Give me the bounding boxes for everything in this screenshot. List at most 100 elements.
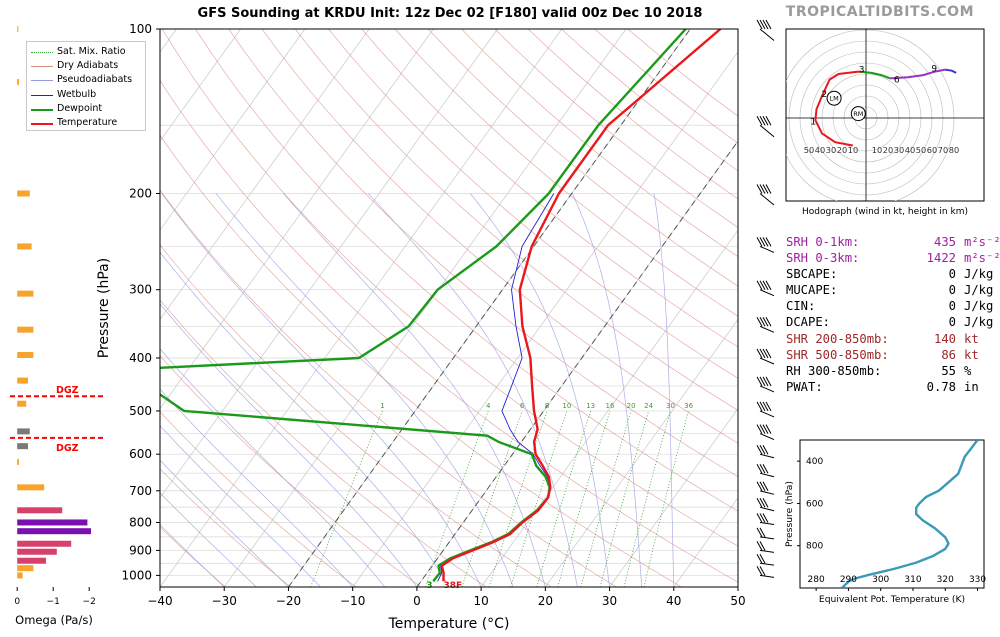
mixing-ratio-line [510,410,568,587]
barb-flag [756,19,763,30]
omega-bar [17,458,19,465]
barb-flag [765,280,772,290]
hodograph-panel: 50 40 30 20 10 10 20 30 40 50 60 70 8012369LMRMHodog… [785,28,985,217]
hodograph-caption: Hodograph (wind in kt, height in km) [802,207,968,217]
isotherm-gridline [160,29,563,587]
y-tick-label: 800 [129,515,152,529]
parameter-unit: % [964,363,972,378]
dry-adiabat [428,29,738,287]
barb-flag [762,280,769,290]
barb-flag [762,376,769,387]
barb-flag [765,115,772,126]
isotherm-gridline [352,51,738,587]
hodograph-height-label: 2 [821,90,827,100]
barb-staff [759,522,775,525]
parameter-label: CIN: [786,299,816,314]
omega-bar [17,557,46,564]
omega-bar [17,326,34,333]
mixing-ratio-label: 4 [486,402,491,410]
pseudoadiabat [160,524,225,587]
pseudoadiabat [571,193,643,587]
y-tick-label: 1000 [121,568,152,582]
barb-flag [759,401,766,412]
omega-bar [17,78,19,85]
isotherm-gridline [609,408,738,587]
hodograph-tick-label: 20 [837,145,847,155]
mixing-ratio-label: 24 [644,402,653,410]
barb-flag [765,376,772,387]
mixing-ratio-line [424,410,489,587]
legend-swatch [31,80,53,82]
barb-flag [759,424,766,434]
legend-swatch [31,66,53,68]
sounding-parameters: SRH 0-1km: 435 m²s⁻² SRH 0-3km: 1422 m²s⁻² SBC… [786,234,1000,395]
wind-barb [756,184,775,206]
mixing-ratio-label: 36 [684,402,693,410]
hodograph-tick-label: 50 [804,145,814,155]
pseudoadiabat [215,193,514,587]
mixing-ratio-line [488,410,548,587]
hodograph-height-label: 1 [810,117,816,127]
theta-e-y-label: Pressure (hPa) [784,481,795,547]
y-tick-label: 200 [129,186,152,200]
isotherm-gridline [545,318,738,587]
isotherm-gridline [160,29,370,321]
barb-flag [762,444,769,455]
barb-staff [759,289,775,297]
isotherm-gridline [160,29,498,499]
wind-barb [756,280,775,297]
theta-e-y-tick-label: 600 [806,499,823,509]
barb-flag [762,237,769,247]
dry-adiabat [160,244,552,587]
barb-staff [759,385,775,393]
parameter-unit: J/kg [964,315,994,330]
parameter-row: SHR 500-850mb: 86 kt [786,347,1000,363]
wind-barb [756,237,775,253]
barb-flag [756,553,763,564]
theta-e-x-tick-label: 280 [808,575,825,585]
legend-swatch [31,52,53,53]
barb-flag [759,115,766,126]
dry-adiabat [160,79,738,583]
pseudoadiabat [283,193,546,587]
hodograph-height-label: 6 [894,76,900,86]
parameter-label: SHR 200-850mb: [786,331,889,346]
theta-e-y-tick-label: 800 [806,542,823,552]
parameter-row: CIN: 0 J/kg [786,298,1000,314]
x-tick-label: −10 [340,594,365,608]
theta-e-frame [799,439,985,589]
parameter-row: MUCAPE: 0 J/kg [786,282,1000,298]
wind-barb [756,376,775,393]
hodograph-tick-label: 10 [848,145,858,155]
barb-flag [765,184,772,194]
barb-flag [759,184,766,194]
mixing-ratio-line [461,410,523,587]
x-tick-label: −30 [212,594,237,608]
parameter-unit: J/kg [964,299,994,314]
dry-adiabat [160,411,357,587]
pseudoadiabat [160,388,353,587]
dry-adiabat [160,189,617,587]
dry-adiabat [161,29,738,547]
parameter-label: SRH 0-1km: [786,235,860,249]
barb-staff [759,433,775,441]
barb-flag [759,444,766,455]
wind-barb [756,513,775,525]
dry-adiabat [328,29,738,379]
barb-flag [759,481,766,492]
omega-bar [17,519,88,526]
omega-bar [17,351,34,358]
theta-e-x-tick-label: 320 [937,575,954,585]
parameter-unit: m²s⁻² [964,235,1000,249]
barb-flag [759,19,766,30]
parameter-row: SRH 0-3km: 1422 m²s⁻² [786,250,1000,266]
barb-staff [759,574,775,578]
barb-flag [756,280,763,290]
parameter-label: SBCAPE: [786,267,838,282]
barb-flag [765,424,772,434]
hodograph-tick-label: 10 [872,145,882,155]
parameter-value: 0.78 [926,379,956,394]
storm-motion-label: LM [829,95,838,103]
wind-barb [756,553,775,566]
